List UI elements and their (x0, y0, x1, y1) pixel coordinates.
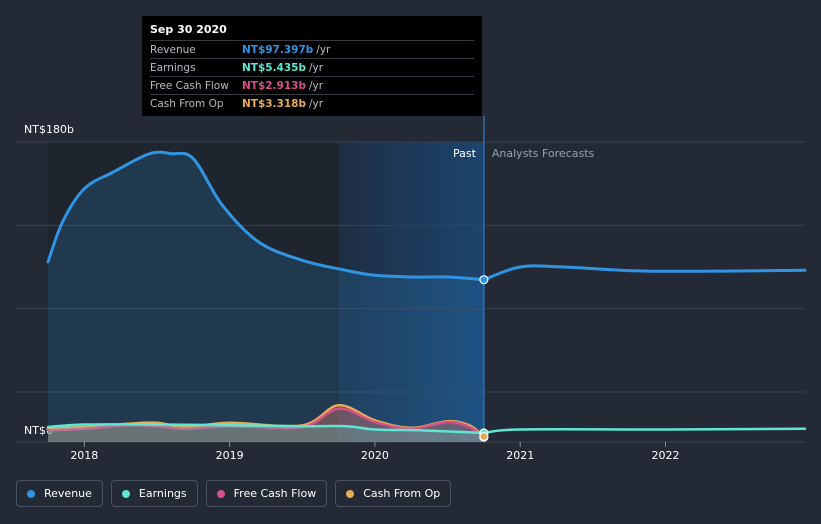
tooltip-value: NT$97.397b (242, 43, 314, 56)
legend: Revenue Earnings Free Cash Flow Cash Fro… (16, 480, 452, 507)
x-tick-label: 2019 (216, 449, 244, 462)
series-area-cash-from-op (48, 405, 484, 442)
tooltip-value: NT$5.435b (242, 61, 306, 74)
legend-item-free-cash-flow[interactable]: Free Cash Flow (205, 480, 328, 507)
tooltip-row-revenue: Revenue NT$97.397b /yr (150, 40, 474, 58)
tooltip-row-free-cash-flow: Free Cash Flow NT$2.913b /yr (150, 76, 474, 94)
marker-cash-from-op (479, 431, 489, 442)
x-tick-label: 2022 (652, 449, 680, 462)
legend-dot-icon (27, 489, 35, 498)
legend-label: Free Cash Flow (233, 487, 317, 500)
tooltip-row-earnings: Earnings NT$5.435b /yr (150, 58, 474, 76)
series-area-free-cash-flow (48, 408, 484, 442)
forecast-label: Analysts Forecasts (492, 147, 595, 160)
legend-dot-icon (216, 489, 225, 498)
legend-label: Revenue (44, 487, 92, 500)
tooltip-label: Free Cash Flow (150, 79, 229, 92)
tooltip-label: Earnings (150, 61, 196, 74)
x-tick-label: 2021 (506, 449, 534, 462)
tooltip-label: Cash From Op (150, 97, 224, 110)
marker-revenue (479, 275, 489, 285)
legend-dot-icon (121, 489, 130, 498)
legend-label: Cash From Op (363, 487, 441, 500)
y-axis-bottom-label: NT$0 (24, 424, 53, 437)
x-tick-label: 2018 (70, 449, 98, 462)
tooltip-unit: /yr (308, 61, 324, 74)
x-tick-label: 2020 (361, 449, 389, 462)
tooltip-date: Sep 30 2020 (150, 23, 227, 36)
tooltip-value: NT$2.913b (242, 79, 306, 92)
series-line-revenue (46, 150, 486, 282)
legend-item-earnings[interactable]: Earnings (110, 480, 198, 507)
legend-item-cash-from-op[interactable]: Cash From Op (335, 480, 452, 507)
legend-label: Earnings (138, 487, 187, 500)
tooltip-unit: /yr (308, 79, 324, 92)
series-forecast-line-earnings (482, 427, 807, 435)
tooltip-label: Revenue (150, 43, 196, 56)
series-forecast-line-revenue (482, 264, 807, 282)
series-line-earnings (46, 423, 486, 435)
past-label: Past (453, 147, 477, 160)
y-axis-top-label: NT$180b (24, 123, 74, 136)
legend-dot-icon (346, 489, 355, 498)
tooltip-unit: /yr (308, 97, 324, 110)
tooltip-unit: /yr (316, 43, 331, 56)
tooltip: Sep 30 2020 Revenue NT$97.397b /yr Earni… (142, 16, 482, 116)
tooltip-value: NT$3.318b (242, 97, 306, 110)
series-area-earnings (48, 424, 484, 442)
series-area-revenue (48, 152, 484, 442)
legend-item-revenue[interactable]: Revenue (16, 480, 103, 507)
tooltip-row-cash-from-op: Cash From Op NT$3.318b /yr (150, 94, 474, 112)
